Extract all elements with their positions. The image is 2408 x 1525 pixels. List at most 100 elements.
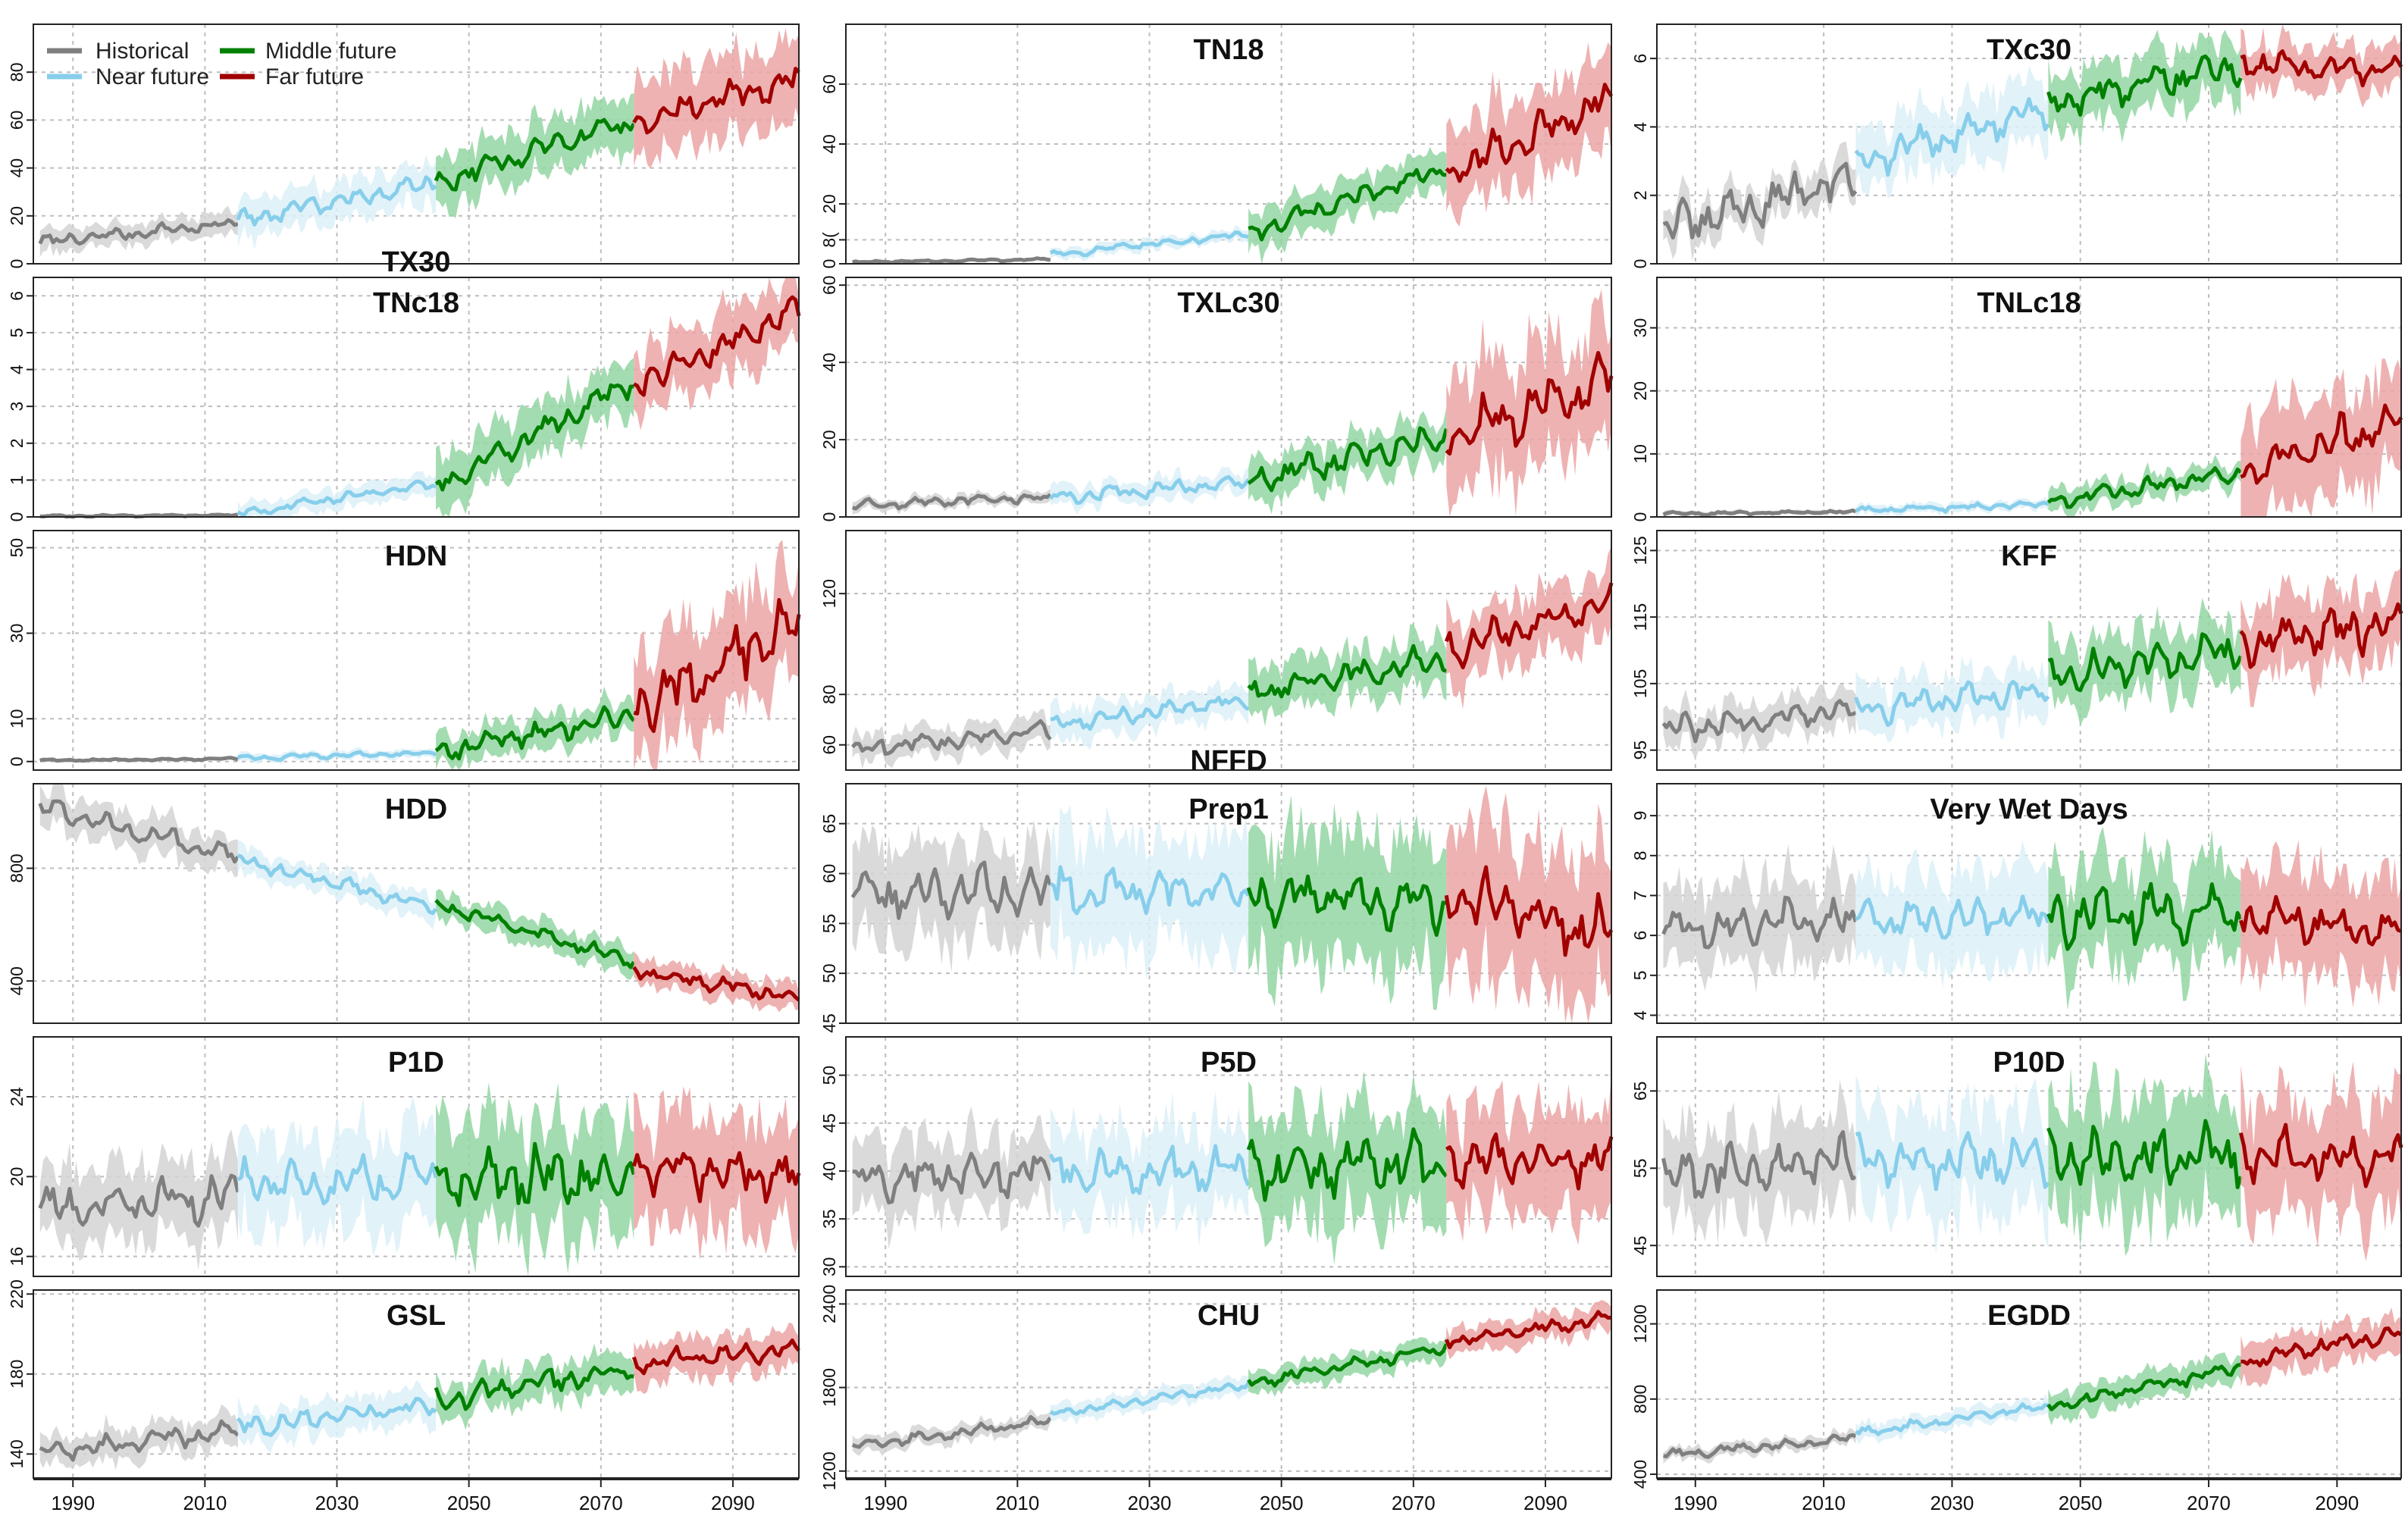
y-tick-label: 60 — [7, 111, 27, 130]
y-axis: 0 10 30 50 — [7, 538, 33, 766]
y-tick-label: 50 — [7, 538, 27, 558]
y-tick-label: 30 — [1630, 318, 1650, 338]
panel-title: P5D — [1201, 1047, 1257, 1079]
panel-frame — [845, 530, 1612, 771]
series-line-historical — [850, 860, 1053, 921]
y-tick-label: 1800 — [819, 1368, 839, 1407]
series-line-near — [1855, 1402, 2049, 1436]
y-tick-label: 16 — [7, 1247, 27, 1267]
panel-p1d: 16 20 24 P1D — [7, 1036, 801, 1277]
band-near — [1855, 655, 2049, 743]
y-axis: 95 105 115 125 — [1630, 536, 1657, 759]
x-tick-label: 2050 — [1260, 1492, 1304, 1514]
x-tick-label: 2090 — [2315, 1492, 2359, 1514]
y-tick-label: 55 — [819, 914, 839, 934]
series-line-near — [236, 175, 437, 227]
y-tick-label: 45 — [819, 1013, 839, 1033]
panel-frame — [1656, 1289, 2402, 1479]
panel-title: HDN — [385, 540, 447, 572]
y-tick-label: 120 — [819, 579, 839, 608]
y-tick-label: 40 — [819, 1161, 839, 1181]
panel-tx30: 0 20 40 60 80 TX30 — [7, 23, 800, 278]
x-tick-label: 2050 — [2059, 1492, 2103, 1514]
series-line-middle — [1246, 1127, 1448, 1202]
y-tick-label: 10 — [1630, 444, 1650, 464]
y-tick-label: 0 — [7, 512, 27, 522]
y-axis: 1200 1800 2400 — [819, 1285, 846, 1490]
x-tick-label: 2010 — [995, 1492, 1039, 1514]
series-line-far — [1445, 83, 1614, 183]
panel-egdd: 400 800 1200 EGDD — [1630, 1289, 2403, 1489]
y-axis: 30 35 40 45 50 — [819, 1066, 846, 1276]
series-line-historical — [1662, 161, 1858, 240]
y-axis: 0 20 40 60 80 — [7, 62, 33, 268]
panel-frame — [33, 1036, 800, 1277]
y-tick-label: 7 — [1630, 891, 1650, 900]
band-historical — [1663, 1427, 1856, 1464]
y-tick-label: 115 — [1630, 603, 1650, 631]
series-line-historical — [852, 1151, 1053, 1205]
series-line-middle — [434, 899, 636, 969]
series-line-near — [1049, 1382, 1251, 1416]
series-line-far — [2238, 1123, 2403, 1188]
band-near — [1855, 66, 2049, 199]
x-tick-label: 2090 — [1523, 1492, 1567, 1514]
band-near — [237, 839, 437, 930]
band-far — [2240, 1307, 2401, 1388]
panel-kff: 95 105 115 125 KFF — [1630, 530, 2403, 771]
y-tick-label: 20 — [1630, 381, 1650, 401]
y-tick-label: 6 — [7, 291, 27, 301]
y-tick-label: 4 — [7, 365, 27, 374]
series-line-middle — [1248, 168, 1447, 242]
panel-nffd: 60 80 120 NFFD — [819, 530, 1614, 777]
x-tick-label: 2010 — [1802, 1492, 1846, 1514]
series-line-far — [631, 1338, 800, 1376]
series-line-near — [1855, 1131, 2050, 1192]
panel-frame — [33, 783, 800, 1024]
series-line-near — [1854, 680, 2050, 728]
x-tick-label: 2010 — [183, 1492, 227, 1514]
band-middle — [1248, 146, 1447, 264]
series-line-near — [237, 853, 438, 916]
panel-p5d: 30 35 40 45 50 P5D — [819, 1036, 1614, 1277]
series-line-far — [2240, 49, 2403, 88]
y-tick-label: 800 — [1630, 1385, 1650, 1414]
x-tick-label: 1990 — [51, 1492, 95, 1514]
x-tick-label: 2030 — [1930, 1492, 1974, 1514]
series-line-historical — [1661, 895, 1858, 950]
y-tick-label: 4 — [1630, 122, 1650, 132]
band-middle — [1248, 623, 1447, 727]
y-tick-label: 0 — [819, 512, 839, 522]
panel-frame — [1656, 530, 2402, 771]
panel-tnc18: 0 1 2 3 4 5 6 TNc18 — [7, 277, 801, 521]
y-tick-label: 3 — [7, 402, 27, 412]
gridlines — [33, 784, 799, 1023]
panel-frame — [1656, 1036, 2402, 1277]
y-tick-label: 80 — [7, 62, 27, 82]
band-near — [1050, 678, 1249, 750]
x-axis-col-3: 1990 2010 2030 2050 2070 2090 — [1657, 1479, 2401, 1514]
y-tick-label: 2 — [1630, 190, 1650, 200]
panel-frame — [33, 23, 800, 265]
y-tick-label: 40 — [7, 158, 27, 178]
series-line-far — [1445, 351, 1614, 456]
panel-prep1: 45 50 55 60 65 Prep1 — [819, 783, 1614, 1033]
y-tick-label: 65 — [819, 814, 839, 834]
panel-frame — [1656, 277, 2402, 518]
y-tick-label: 1 — [7, 475, 27, 485]
band-historical — [1663, 141, 1856, 261]
band-far — [2240, 24, 2401, 108]
y-tick-label: 80 — [819, 684, 839, 704]
band-middle — [1248, 1336, 1447, 1397]
panel-frame — [1656, 23, 2402, 265]
y-tick-label: 9 — [1630, 811, 1650, 821]
series-line-middle — [1247, 1343, 1448, 1388]
y-tick-label: 60 — [819, 735, 839, 755]
y-tick-label: 65 — [1630, 1082, 1650, 1101]
band-historical — [852, 820, 1051, 973]
y-tick-label: 20 — [819, 430, 839, 449]
series-line-historical — [1661, 699, 1857, 744]
series-line-middle — [1247, 644, 1448, 699]
panel-frame — [33, 1289, 800, 1479]
y-axis: 0 1 2 3 4 5 6 — [7, 291, 33, 521]
